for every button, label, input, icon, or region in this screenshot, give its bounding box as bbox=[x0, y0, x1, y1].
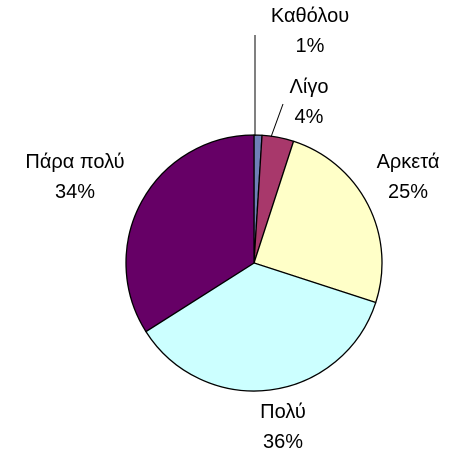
slice-percent-label: 1% bbox=[296, 35, 325, 57]
slice-category-label: Πολύ bbox=[260, 401, 306, 423]
slice-percent-label: 36% bbox=[263, 431, 303, 453]
slice-percent-label: 34% bbox=[55, 181, 95, 203]
slice-category-label: Λίγο bbox=[290, 76, 329, 98]
slice-category-label: Πάρα πολύ bbox=[25, 151, 124, 173]
pie-slice-4 bbox=[125, 134, 255, 333]
leader-line-1 bbox=[270, 103, 284, 138]
slice-category-label: Αρκετά bbox=[377, 151, 440, 173]
pie-slice-2 bbox=[253, 140, 383, 304]
pie-slices bbox=[125, 134, 383, 392]
leader-lines bbox=[254, 35, 284, 138]
pie-slice-3 bbox=[145, 262, 377, 392]
slice-category-label: Καθόλου bbox=[271, 5, 349, 27]
slice-percent-label: 25% bbox=[388, 181, 428, 203]
slice-percent-label: 4% bbox=[295, 106, 324, 128]
slice-labels: Καθόλου 1% Λίγο 4% Αρκετά 25% Πολύ 36% Πάρα πολύ… bbox=[25, 5, 439, 453]
